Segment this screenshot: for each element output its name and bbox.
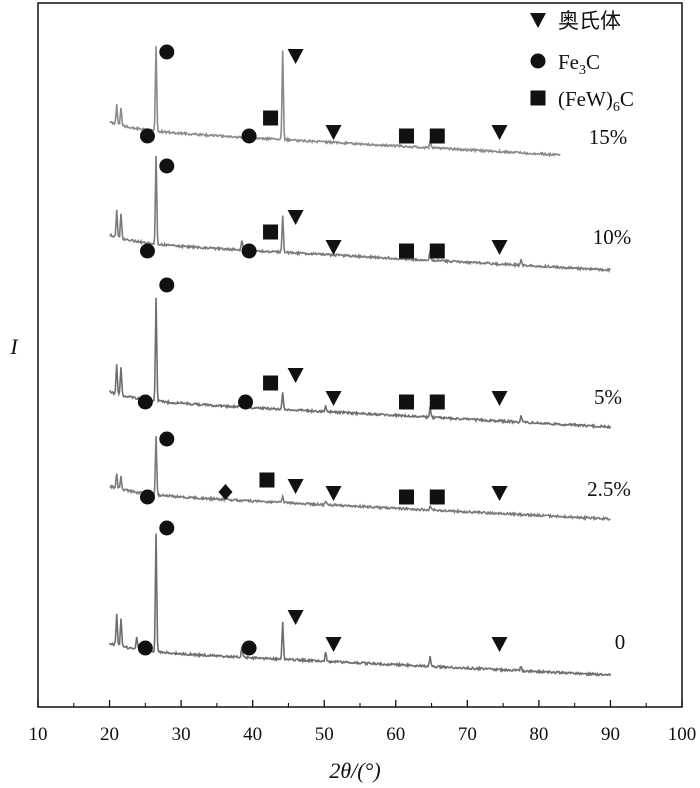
markers-layer (137, 44, 508, 656)
marker-triangle-down-s2-6 (325, 240, 342, 255)
marker-circle-s1-3 (241, 128, 257, 144)
marker-square-s3-8 (429, 394, 445, 410)
legend: 奥氏体 Fe3C (FeW)6C (530, 9, 634, 115)
marker-square-s1-8 (429, 128, 445, 144)
marker-circle-s1-2 (159, 44, 175, 60)
xrd-curve-4 (109, 436, 611, 522)
x-tick-label-60: 60 (386, 724, 405, 745)
x-tick-label-10: 10 (29, 724, 48, 745)
marker-triangle-down-s1-6 (325, 125, 342, 140)
marker-triangle-down-s3-9 (491, 391, 508, 406)
marker-square-s2-8 (429, 243, 445, 259)
curve-label-3: 5% (594, 385, 622, 409)
x-tick-label-40: 40 (243, 724, 262, 745)
curve-labels: 15% 10% 5% 2.5% 0 (587, 125, 631, 654)
marker-circle-s4-1 (139, 489, 155, 505)
marker-square-s4-4 (259, 472, 275, 488)
xrd-curve-1 (109, 46, 561, 158)
marker-triangle-down-s1-9 (491, 125, 508, 140)
marker-triangle-down-s5-6 (491, 637, 508, 652)
marker-triangle-down-s2-9 (491, 240, 508, 255)
marker-circle-s3-2 (159, 277, 175, 293)
xrd-curve-3 (108, 297, 612, 430)
marker-circle-s4-2 (159, 431, 175, 447)
marker-circle-s1-1 (139, 128, 155, 144)
marker-square-s2-4 (263, 224, 279, 240)
marker-square-s3-4 (263, 375, 279, 391)
marker-square-s1-7 (399, 128, 415, 144)
marker-circle-s2-2 (159, 158, 175, 174)
marker-square-s2-7 (399, 243, 415, 259)
marker-circle-s3-1 (137, 394, 153, 410)
x-tick-label-50: 50 (315, 724, 334, 745)
x-tick-label-70: 70 (458, 724, 477, 745)
legend-label-1: 奥氏体 (558, 9, 621, 33)
marker-triangle-down-s5-5 (325, 637, 342, 652)
x-ticks: 10 20 30 40 50 60 70 80 90 100 (29, 700, 697, 745)
legend-marker-square (530, 90, 546, 106)
marker-triangle-down-s3-5 (287, 368, 304, 383)
legend-marker-circle (530, 53, 546, 69)
x-axis-label: 2θ/(°) (329, 758, 380, 783)
x-tick-label-30: 30 (172, 724, 191, 745)
x-tick-label-100: 100 (668, 724, 697, 745)
marker-square-s3-7 (399, 394, 415, 410)
marker-square-s4-7 (399, 489, 415, 505)
xrd-curve-2 (109, 155, 611, 274)
marker-circle-s5-3 (241, 640, 257, 656)
marker-square-s4-8 (429, 489, 445, 505)
marker-triangle-down-s5-4 (287, 610, 304, 625)
legend-marker-triangle-down (530, 13, 546, 28)
curve-label-4: 2.5% (587, 477, 631, 501)
marker-circle-s2-1 (139, 243, 155, 259)
curve-label-5: 0 (615, 630, 626, 654)
marker-circle-s3-3 (238, 394, 254, 410)
marker-square-s1-4 (263, 110, 279, 126)
marker-triangle-down-s4-9 (491, 486, 508, 501)
xrd-curve-5 (108, 533, 612, 677)
marker-diamond-s4-3 (218, 484, 233, 500)
legend-label-2: Fe3C (558, 50, 600, 78)
y-axis-label: I (9, 334, 19, 359)
marker-triangle-down-s3-6 (325, 391, 342, 406)
marker-triangle-down-s2-5 (287, 210, 304, 225)
marker-circle-s5-2 (159, 520, 175, 536)
x-tick-label-90: 90 (601, 724, 620, 745)
marker-triangle-down-s4-5 (287, 479, 304, 494)
curve-label-1: 15% (589, 125, 628, 149)
marker-circle-s2-3 (241, 243, 257, 259)
x-tick-label-20: 20 (100, 724, 119, 745)
marker-triangle-down-s1-5 (287, 49, 304, 64)
curves-layer (108, 46, 612, 677)
legend-label-3: (FeW)6C (558, 87, 634, 115)
marker-circle-s5-1 (137, 640, 153, 656)
x-tick-label-80: 80 (529, 724, 548, 745)
marker-triangle-down-s4-6 (325, 486, 342, 501)
curve-label-2: 10% (593, 225, 632, 249)
